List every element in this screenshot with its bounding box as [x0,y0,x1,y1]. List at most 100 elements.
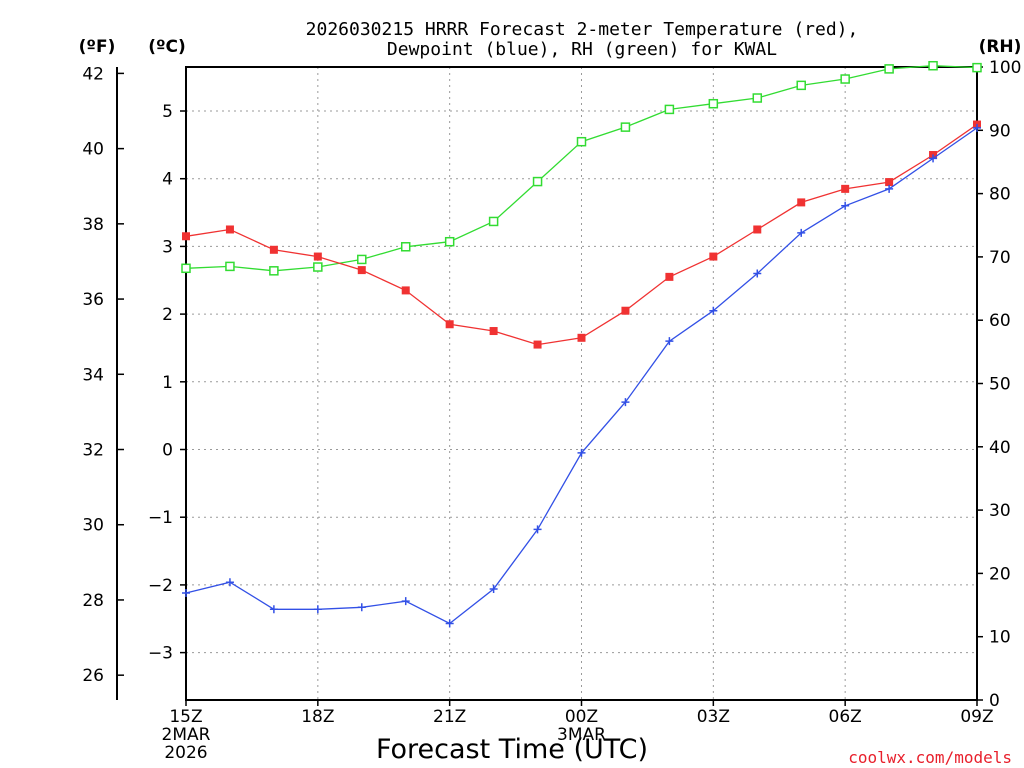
data-series [181,60,982,628]
rh-line [185,65,978,272]
temperature-point [621,306,630,315]
rh-tick-label: 90 [989,121,1011,141]
rh-point [357,254,367,265]
rh-point [840,74,850,84]
temperature-point [357,266,366,275]
fahrenheit-tick-label: 42 [82,64,104,84]
dewpoint-point [665,337,674,346]
axes: 424038363432302826543210−1−2−31009080706… [82,58,1021,763]
celsius-tick-label: 0 [162,441,173,461]
rh-point [620,122,631,132]
dewpoint-point [709,306,718,315]
temperature-point [533,340,542,349]
rh-point [928,60,938,71]
dewpoint-point [577,448,586,457]
rh-tick-label: 20 [989,564,1011,584]
temperature-point [401,286,410,295]
dewpoint-point [357,603,366,612]
celsius-tick-label: 1 [162,373,173,393]
dewpoint-point [313,605,322,614]
celsius-unit-label: (ºC) [148,37,186,57]
dewpoint-point [929,154,938,163]
rh-unit-label: (RH) [979,37,1022,57]
rh-point [444,236,455,247]
celsius-tick-label: −1 [148,508,173,528]
temperature-point [885,178,894,187]
dewpoint-point [797,228,806,237]
rh-series [181,60,982,276]
celsius-tick-label: 2 [162,305,173,325]
rh-point [488,216,499,227]
temperature-point [445,320,454,329]
x-tick-label: 15Z [169,707,202,727]
rh-tick-label: 60 [989,311,1011,331]
x-tick-label: 09Z [960,707,993,727]
fahrenheit-tick-label: 26 [82,666,104,686]
rh-point [225,261,235,272]
dewpoint-point [753,269,762,278]
dewpoint-point [269,605,278,614]
temperature-point [841,184,850,193]
fahrenheit-unit-label: (ºF) [79,37,116,57]
x-tick-date-label: 3MAR [557,725,606,745]
chart-title-line-1: 2026030215 HRRR Forecast 2-meter Tempera… [306,19,859,40]
dewpoint-point [182,589,190,598]
temperature-point [665,272,674,281]
dewpoint-point [445,619,454,628]
fahrenheit-tick-label: 36 [82,290,104,310]
rh-point [576,136,587,147]
temperature-point [577,333,586,342]
rh-tick-label: 0 [989,691,1000,711]
dewpoint-point [401,597,410,606]
temperature-point [753,225,762,234]
temperature-point [182,232,190,241]
rh-tick-label: 80 [989,185,1011,205]
celsius-tick-label: 5 [162,102,173,122]
temperature-point [709,252,718,261]
x-axis-label: Forecast Time (UTC) [376,734,648,765]
celsius-tick-label: 3 [162,237,173,257]
dewpoint-point [973,123,981,132]
rh-tick-label: 10 [989,628,1011,648]
fahrenheit-tick-label: 30 [82,516,104,536]
rh-point [269,266,279,276]
dewpoint-point [225,578,234,587]
dewpoint-point [885,184,894,193]
rh-point [708,98,719,109]
plot-frame [185,66,978,701]
rh-point [400,242,411,252]
celsius-tick-label: −2 [148,576,173,596]
x-tick-label: 18Z [301,707,334,727]
rh-tick-label: 50 [989,375,1011,395]
rh-point [532,176,543,187]
x-tick-label: 03Z [697,707,730,727]
temperature-point [797,198,806,207]
dewpoint-point [621,398,630,407]
rh-tick-label: 30 [989,501,1011,521]
dewpoint-series [182,123,981,628]
fahrenheit-tick-label: 28 [82,591,104,611]
rh-point [664,104,675,115]
grid-lines [186,67,977,700]
chart-title-line-2: Dewpoint (blue), RH (green) for KWAL [387,39,777,60]
rh-point [752,93,763,103]
fahrenheit-tick-label: 32 [82,441,104,461]
dewpoint-point [489,584,498,593]
rh-tick-label: 100 [989,58,1021,78]
temperature-point [269,245,278,254]
rh-point [796,80,806,91]
rh-point [181,263,191,274]
credit-label: coolwx.com/models [848,748,1012,767]
x-tick-year-label: 2026 [164,743,207,763]
temperature-point [313,252,322,261]
temperature-series [182,120,981,349]
celsius-tick-label: −3 [148,644,173,664]
celsius-tick-label: 4 [162,170,173,190]
dewpoint-point [533,525,542,534]
rh-tick-label: 40 [989,438,1011,458]
rh-point [313,262,323,272]
x-tick-label: 06Z [829,707,862,727]
dewpoint-point [841,201,850,210]
x-tick-date-label: 2MAR [162,725,211,745]
